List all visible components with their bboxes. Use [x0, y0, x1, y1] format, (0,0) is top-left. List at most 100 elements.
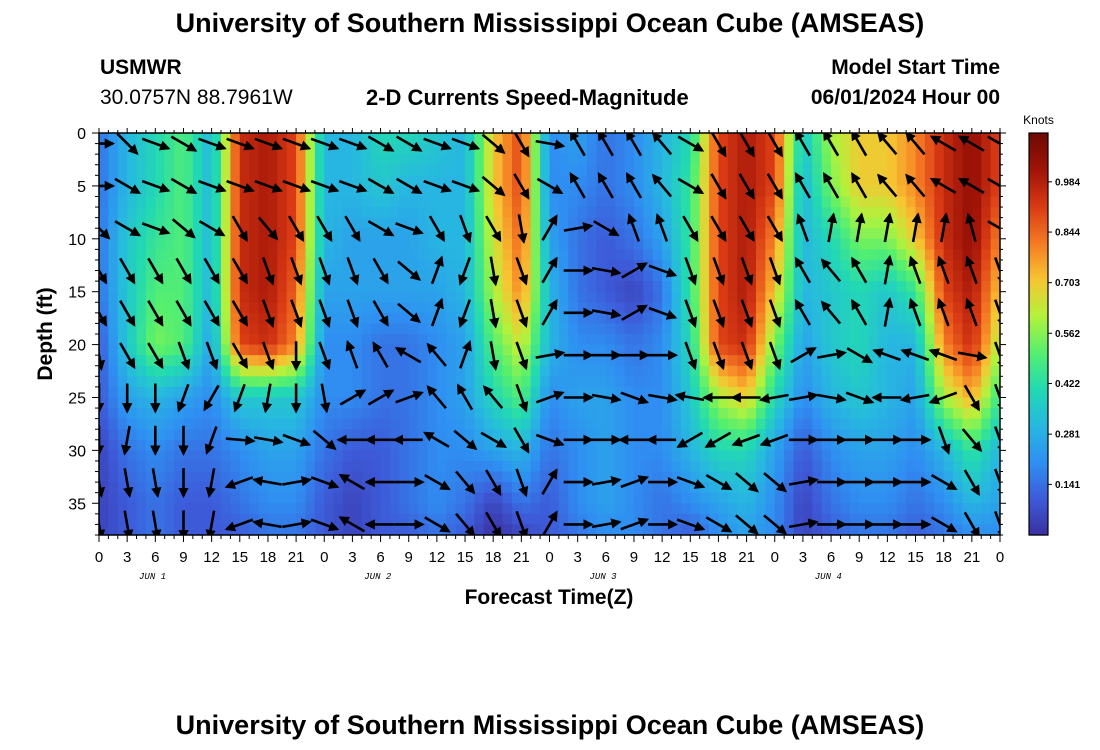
heatmap-cell [352, 259, 363, 272]
heatmap-cell [849, 249, 860, 261]
heatmap-cell [906, 376, 917, 388]
heatmap-cell [99, 513, 109, 526]
heatmap-cell [465, 217, 476, 229]
heatmap-cell [267, 259, 278, 272]
heatmap-cell [408, 355, 419, 367]
heatmap-cell [859, 291, 870, 303]
heatmap-cell [277, 408, 288, 420]
current-arrow [114, 177, 142, 195]
heatmap-cell [221, 270, 231, 282]
heatmap-cell [399, 429, 410, 441]
colorbar-segment [1029, 287, 1048, 291]
heatmap-cell [568, 249, 579, 261]
heatmap-cell [746, 164, 757, 176]
heatmap-cell [511, 334, 522, 346]
heatmap-cell [671, 429, 682, 441]
heatmap-cell [192, 386, 203, 399]
heatmap-cell [117, 429, 128, 441]
heatmap-cell [671, 355, 682, 367]
heatmap-cell [624, 281, 635, 293]
colorbar-segment [1029, 195, 1048, 198]
heatmap-cell [765, 429, 776, 441]
heatmap-cell [840, 460, 851, 473]
heatmap-cell [915, 164, 926, 176]
heatmap-cell [502, 185, 513, 198]
heatmap-cell [924, 418, 935, 430]
heatmap-cell [615, 450, 626, 462]
heatmap-cell [577, 228, 588, 240]
heatmap-cell [296, 323, 307, 335]
heatmap-cell [399, 133, 410, 145]
x-tick-label: 21 [738, 549, 755, 566]
colorbar-segment [1029, 412, 1048, 415]
heatmap-cell [239, 365, 250, 377]
heatmap-cell [906, 217, 917, 229]
heatmap-cell [540, 513, 551, 526]
heatmap-cell [183, 460, 194, 473]
heatmap-cell [727, 471, 738, 483]
heatmap-cell [145, 503, 156, 515]
heatmap-cell [896, 312, 907, 325]
heatmap-cell [943, 408, 954, 420]
heatmap-cell [127, 334, 138, 346]
heatmap-cell [924, 524, 935, 535]
heatmap-cell [849, 460, 860, 473]
heatmap-cell [887, 154, 898, 166]
heatmap-cell [615, 175, 626, 187]
heatmap-cell [859, 259, 870, 272]
heatmap-cell [99, 397, 109, 409]
heatmap-cell [577, 207, 588, 219]
heatmap-cell [962, 344, 973, 356]
heatmap-cell [127, 154, 138, 166]
heatmap-cell [690, 460, 701, 473]
current-arrow [929, 135, 957, 152]
current-arrow [993, 426, 1000, 455]
heatmap-cell [145, 207, 156, 219]
heatmap-cell [709, 492, 720, 504]
heatmap-cell [549, 482, 560, 494]
heatmap-cell [699, 323, 710, 335]
heatmap-cell [155, 259, 166, 272]
heatmap-cell [427, 133, 438, 145]
colorbar-segment [1029, 265, 1048, 269]
heatmap-cell [671, 164, 682, 176]
heatmap-cell [849, 185, 860, 198]
heatmap-cell [399, 408, 410, 420]
heatmap-cell [718, 196, 729, 208]
heatmap-cell [155, 133, 166, 145]
heatmap-cell [408, 154, 419, 166]
heatmap-cell [145, 513, 156, 526]
heatmap-cell [943, 355, 954, 367]
heatmap-cell [587, 291, 598, 303]
heatmap-cell [183, 471, 194, 483]
heatmap-cell [530, 270, 541, 282]
colorbar-segment [1029, 484, 1048, 488]
heatmap-cell [286, 164, 297, 176]
heatmap-cell [324, 450, 335, 462]
heatmap-cell [418, 175, 429, 187]
heatmap-cell [605, 524, 616, 535]
heatmap-cell [540, 450, 551, 462]
current-arrow [224, 476, 254, 489]
heatmap-cell [202, 164, 213, 176]
heatmap-cell [361, 133, 372, 145]
heatmap-cell [117, 450, 128, 462]
heatmap-cell [465, 302, 476, 314]
heatmap-cell [652, 418, 663, 430]
heatmap-cell [408, 450, 419, 462]
heatmap-cell [831, 228, 842, 240]
heatmap-cell [333, 418, 344, 430]
heatmap-cell [718, 154, 729, 166]
heatmap-cell [774, 418, 785, 430]
heatmap-cell [202, 355, 213, 367]
heatmap-cell [333, 386, 344, 399]
heatmap-cell [596, 365, 607, 377]
current-arrow [536, 177, 564, 195]
heatmap-cell [324, 164, 335, 176]
heatmap-cell [343, 291, 354, 303]
heatmap-cell [821, 482, 832, 494]
heatmap-cell [568, 154, 579, 166]
heatmap-cell [483, 513, 494, 526]
heatmap-cell [896, 482, 907, 494]
heatmap-cell [962, 492, 973, 504]
